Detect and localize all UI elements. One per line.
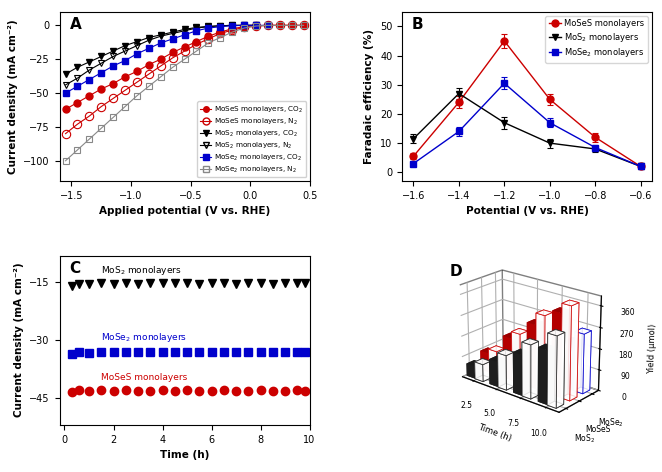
X-axis label: Potential (V vs. RHE): Potential (V vs. RHE) <box>465 206 589 216</box>
Y-axis label: Current density (mA cm⁻²): Current density (mA cm⁻²) <box>14 263 24 417</box>
Legend: MoSeS monolayers, MoS$_2$ monolayers, MoSe$_2$ monolayers: MoSeS monolayers, MoS$_2$ monolayers, Mo… <box>545 16 648 63</box>
Text: A: A <box>70 17 81 32</box>
X-axis label: Time (h): Time (h) <box>477 422 512 443</box>
Legend: MoSeS monolayers, CO$_2$, MoSeS monolayers, N$_2$, MoS$_2$ monolayers, CO$_2$, M: MoSeS monolayers, CO$_2$, MoSeS monolaye… <box>197 101 306 177</box>
Text: MoSe$_2$ monolayers: MoSe$_2$ monolayers <box>101 331 187 344</box>
X-axis label: Time (h): Time (h) <box>160 450 209 460</box>
Text: D: D <box>449 264 462 279</box>
Text: C: C <box>70 261 81 276</box>
Text: MoSeS monolayers: MoSeS monolayers <box>101 373 187 382</box>
Y-axis label: Faradaic efficiency (%): Faradaic efficiency (%) <box>364 29 375 164</box>
X-axis label: Applied potential (V vs. RHE): Applied potential (V vs. RHE) <box>99 206 270 216</box>
Text: B: B <box>412 17 424 32</box>
Text: MoS$_2$ monolayers: MoS$_2$ monolayers <box>101 264 182 277</box>
Y-axis label: Current density (mA cm⁻²): Current density (mA cm⁻²) <box>8 19 18 174</box>
